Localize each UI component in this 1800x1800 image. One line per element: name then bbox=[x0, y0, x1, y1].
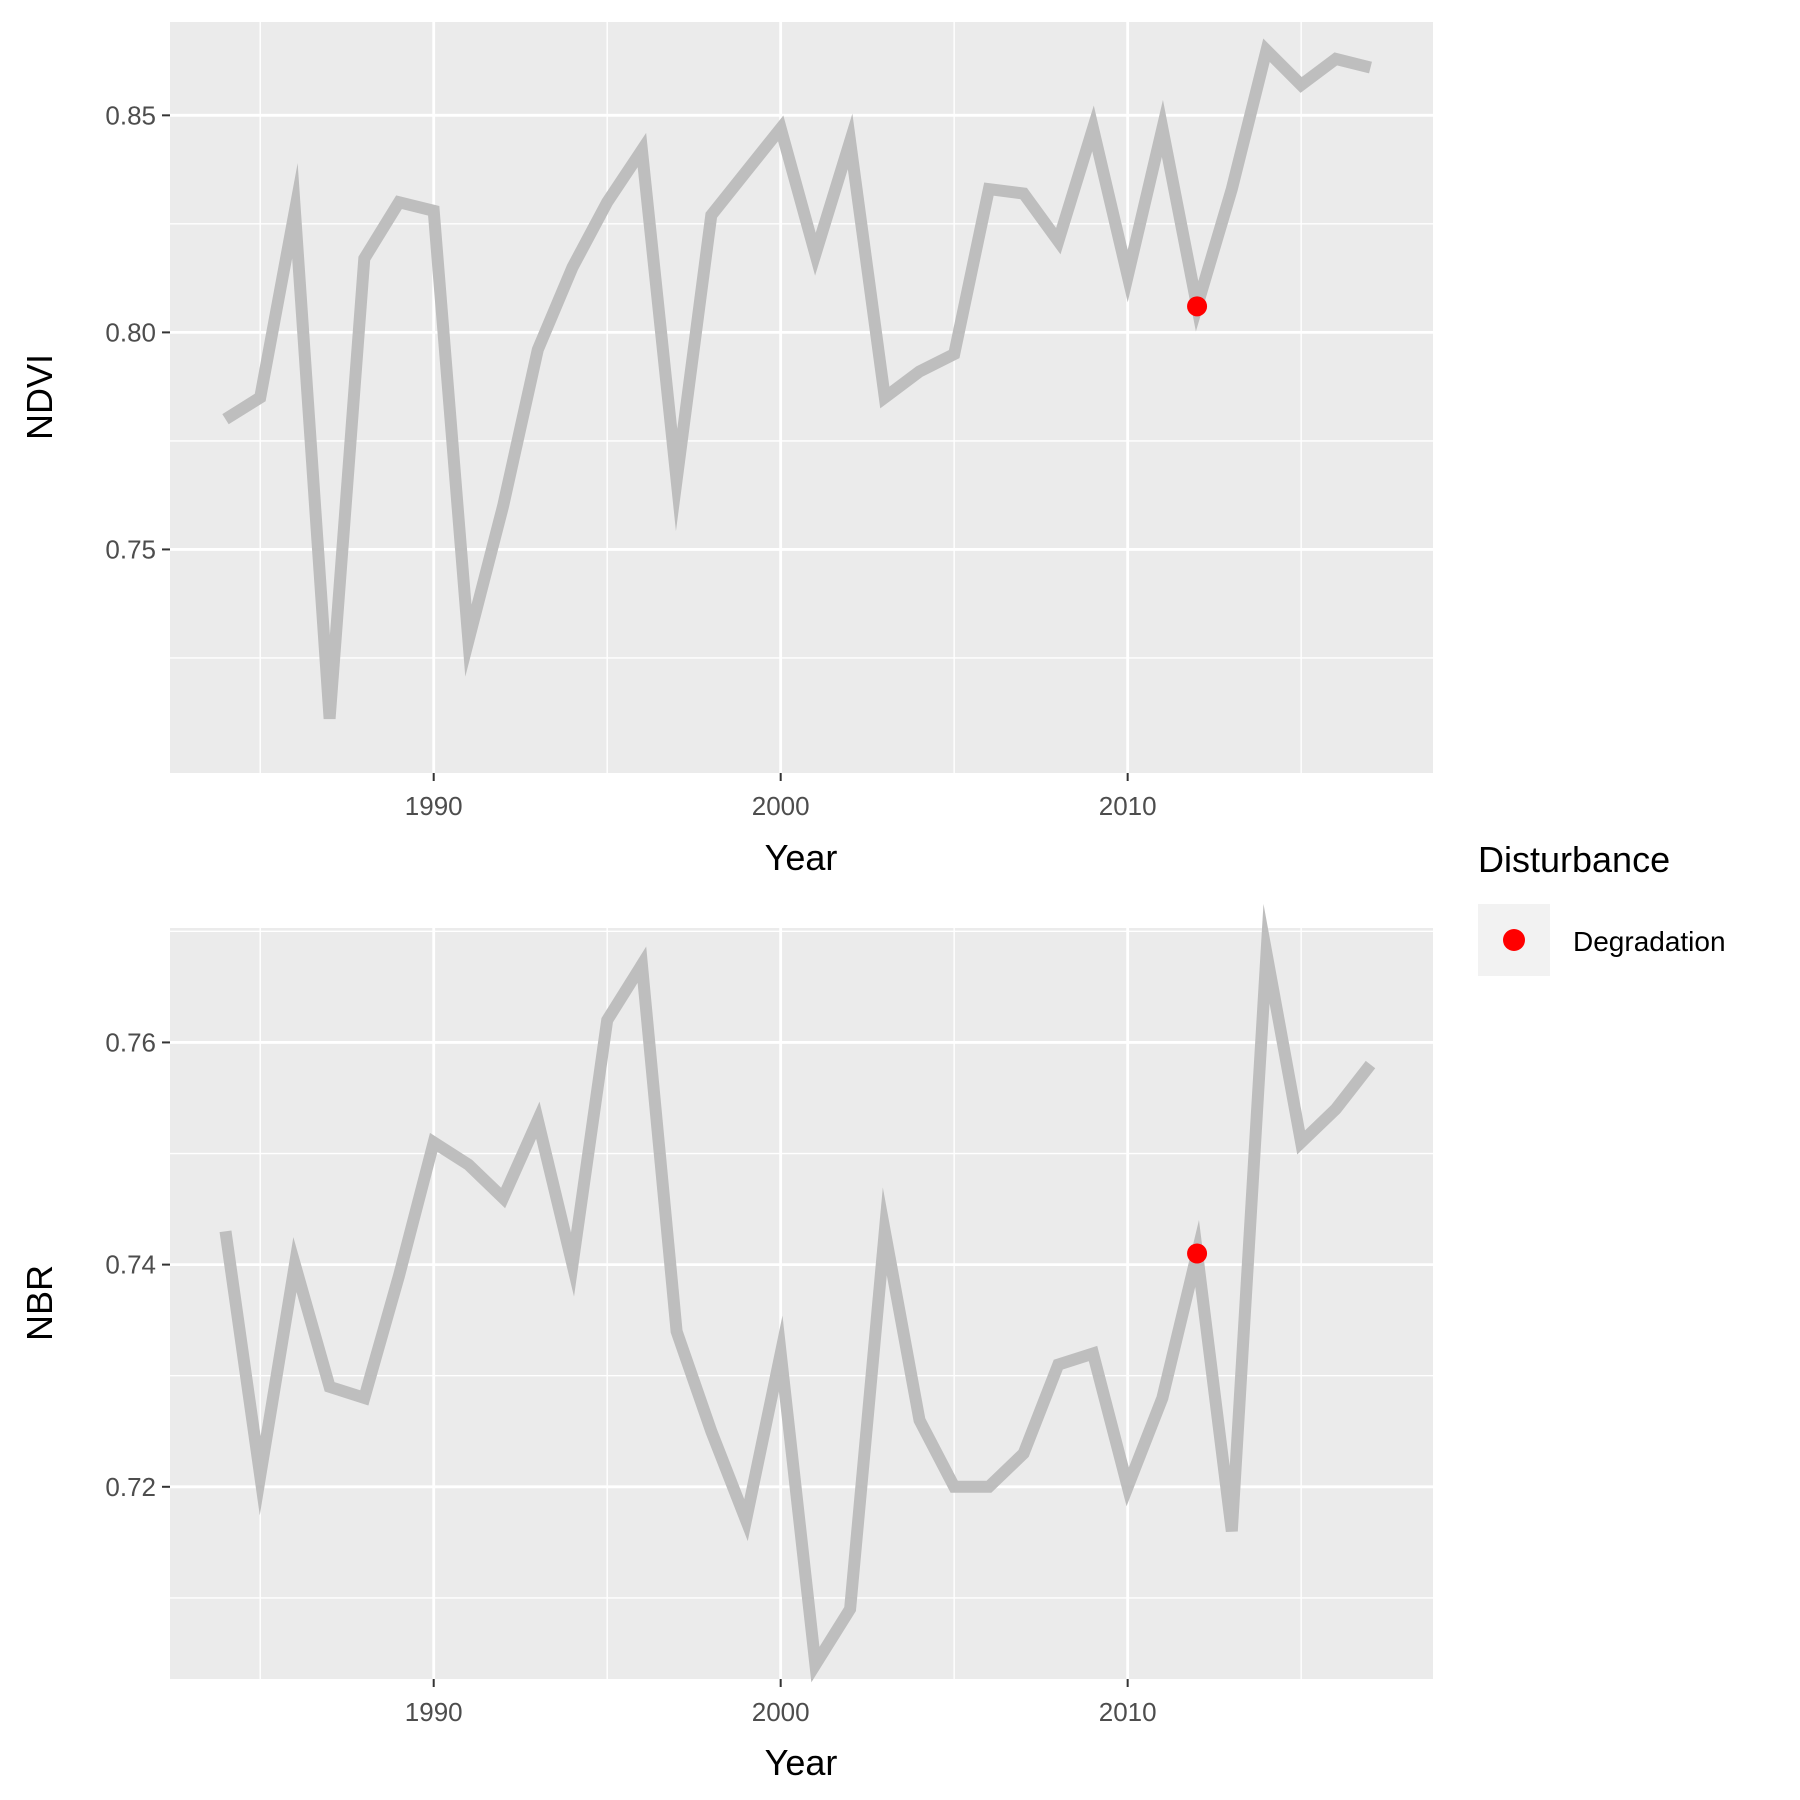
x-axis-title: Year bbox=[765, 1742, 838, 1783]
y-tick-label: 0.85 bbox=[105, 100, 156, 130]
minor-gridlines bbox=[170, 928, 1433, 1679]
points-layer bbox=[1187, 296, 1208, 317]
y-axis-title: NBR bbox=[19, 1265, 60, 1341]
x-tick-label: 2000 bbox=[752, 791, 810, 821]
x-axis-ticks: 1990 2000 2010 bbox=[405, 1679, 1157, 1727]
degradation-point bbox=[1187, 296, 1208, 317]
ndvi-panel: 1990 2000 2010 0.75 0.80 0.85 Year NDVI bbox=[19, 22, 1433, 878]
x-axis-ticks: 1990 2000 2010 bbox=[405, 773, 1157, 821]
y-axis-ticks: 0.72 0.74 0.76 bbox=[105, 1027, 170, 1502]
y-axis-title: NDVI bbox=[19, 354, 60, 440]
x-axis-title: Year bbox=[765, 837, 838, 878]
y-tick-label: 0.80 bbox=[105, 317, 156, 347]
legend-title: Disturbance bbox=[1478, 839, 1670, 880]
plot-background bbox=[170, 22, 1433, 773]
legend-key-point bbox=[1503, 929, 1525, 951]
y-tick-label: 0.72 bbox=[105, 1472, 156, 1502]
y-tick-label: 0.74 bbox=[105, 1250, 156, 1280]
y-tick-label: 0.75 bbox=[105, 534, 156, 564]
points-layer bbox=[1187, 1243, 1208, 1264]
x-tick-label: 1990 bbox=[405, 791, 463, 821]
series-line bbox=[222, 38, 1372, 720]
degradation-point bbox=[1187, 1243, 1208, 1264]
y-axis-ticks: 0.75 0.80 0.85 bbox=[105, 100, 170, 564]
nbr-panel: 1990 2000 2010 0.72 0.74 0.76 Year NBR bbox=[19, 903, 1433, 1783]
series-line bbox=[219, 903, 1376, 1683]
x-tick-label: 2010 bbox=[1099, 791, 1157, 821]
x-tick-label: 1990 bbox=[405, 1697, 463, 1727]
legend-label-degradation: Degradation bbox=[1573, 926, 1726, 957]
x-tick-label: 2010 bbox=[1099, 1697, 1157, 1727]
y-tick-label: 0.76 bbox=[105, 1027, 156, 1057]
series-layer bbox=[222, 38, 1372, 720]
x-tick-label: 2000 bbox=[752, 1697, 810, 1727]
legend: Disturbance Degradation bbox=[1478, 839, 1726, 976]
series-layer bbox=[219, 903, 1376, 1683]
